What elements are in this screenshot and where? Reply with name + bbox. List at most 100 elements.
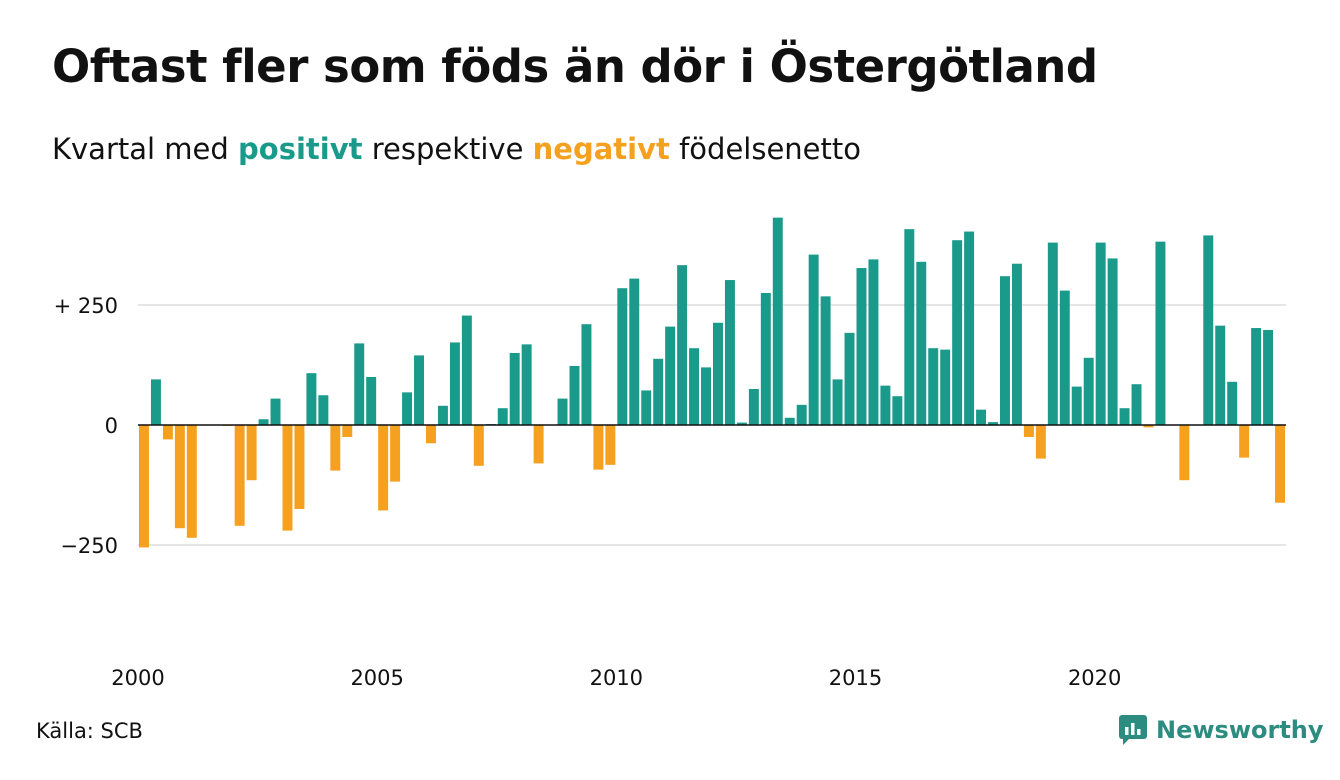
bar <box>832 379 843 425</box>
bar <box>270 398 281 425</box>
bar <box>1227 381 1238 425</box>
bar <box>928 348 939 425</box>
bar-chart: + 250 0 −250 2000 2005 2010 2015 2020 <box>54 217 1286 690</box>
bar <box>282 425 293 531</box>
bar <box>234 425 245 526</box>
bar <box>186 425 197 538</box>
subtitle-pre: Kvartal med <box>52 132 239 166</box>
grid-layer <box>138 304 1286 546</box>
bar <box>988 422 998 425</box>
bar <box>808 254 819 425</box>
bar <box>1215 325 1226 425</box>
bar <box>557 398 568 425</box>
bar <box>964 231 975 425</box>
bar <box>150 379 161 425</box>
bar <box>1203 235 1214 425</box>
bar <box>736 422 747 425</box>
bar <box>306 373 317 425</box>
bar <box>1263 329 1274 425</box>
bar <box>940 349 951 425</box>
x-tick-label: 2005 <box>350 666 403 690</box>
bar <box>1035 425 1046 459</box>
bar <box>1251 328 1262 425</box>
bar <box>461 315 472 425</box>
brand-name: Newsworthy <box>1156 716 1324 744</box>
bar <box>701 367 711 425</box>
bar <box>139 425 149 548</box>
bar <box>521 344 532 425</box>
bar <box>258 419 269 425</box>
bar <box>796 404 807 425</box>
source-note: Källa: SCB <box>36 719 143 743</box>
bar <box>952 240 963 425</box>
bar <box>402 392 413 425</box>
bar <box>820 296 831 425</box>
bar <box>1011 263 1022 425</box>
bar <box>1275 425 1285 503</box>
bar <box>976 409 987 425</box>
bar <box>174 425 185 529</box>
bar <box>617 288 628 425</box>
bar <box>760 293 771 425</box>
bar <box>426 425 436 444</box>
bar <box>689 348 700 425</box>
subtitle: Kvartal med positivt respektive negativt… <box>52 132 861 166</box>
bar <box>246 425 257 481</box>
bar <box>856 268 867 425</box>
brand-logo[interactable]: Newsworthy <box>1118 714 1324 746</box>
bar <box>1095 242 1106 425</box>
bar <box>509 353 520 425</box>
bar <box>473 425 484 466</box>
page-title: Oftast fler som föds än dör i Östergötla… <box>52 40 1098 93</box>
bar <box>904 229 915 425</box>
bar <box>868 259 879 425</box>
bar <box>641 390 652 425</box>
bar <box>378 425 389 511</box>
bar <box>330 425 341 471</box>
bar <box>366 377 377 425</box>
bar <box>1071 386 1082 425</box>
bar <box>1059 290 1070 425</box>
bar <box>414 355 424 425</box>
bar <box>437 405 448 425</box>
bar <box>1119 408 1130 425</box>
bar <box>1179 425 1190 481</box>
subtitle-negative: negativt <box>532 132 670 166</box>
y-tick-label: 0 <box>105 414 118 438</box>
bar <box>653 358 664 425</box>
bar <box>1239 425 1250 458</box>
bar <box>162 425 173 440</box>
bar <box>724 280 735 425</box>
bar <box>844 332 855 425</box>
bar <box>916 261 927 425</box>
bar <box>342 425 353 437</box>
bar <box>294 425 305 509</box>
bar <box>593 425 604 470</box>
bar <box>1023 425 1034 437</box>
bar <box>784 417 795 425</box>
bar <box>318 395 329 425</box>
bar <box>1131 384 1142 425</box>
bar <box>1000 276 1010 425</box>
bar-chart-speech-bubble-icon <box>1119 715 1147 745</box>
bar <box>1083 357 1094 425</box>
bar <box>880 385 891 425</box>
bar <box>772 217 783 425</box>
bar <box>354 343 365 425</box>
bar <box>677 265 688 425</box>
bar <box>629 278 640 425</box>
bar <box>1155 241 1166 425</box>
y-tick-label: −250 <box>60 534 118 558</box>
bar <box>581 324 592 425</box>
bar <box>605 425 616 465</box>
bar <box>449 342 460 425</box>
x-tick-label: 2020 <box>1068 666 1121 690</box>
bar <box>497 408 508 425</box>
bar <box>533 425 544 464</box>
y-axis-labels: + 250 0 −250 <box>54 294 118 558</box>
subtitle-post: födelsenetto <box>669 132 861 166</box>
bar <box>1143 425 1154 428</box>
subtitle-mid: respektive <box>362 132 533 166</box>
bar <box>892 396 903 425</box>
bars-layer <box>139 217 1285 548</box>
